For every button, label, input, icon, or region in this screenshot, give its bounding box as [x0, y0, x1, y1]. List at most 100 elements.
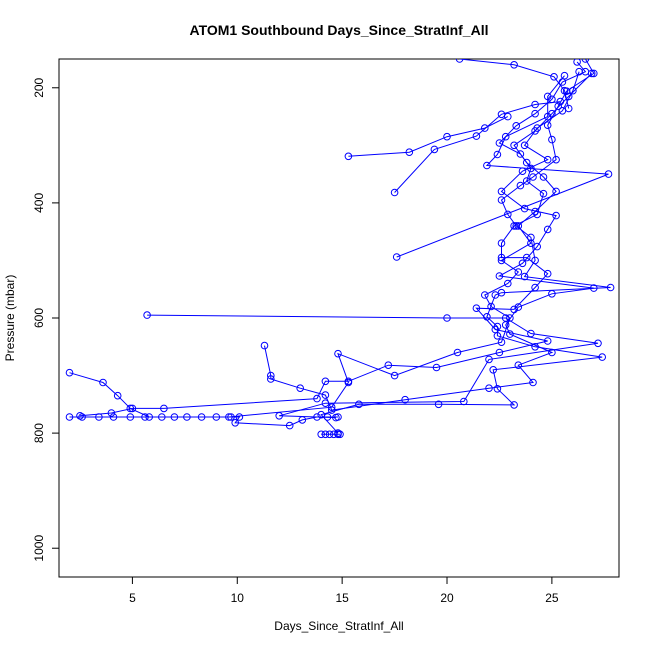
data-point	[275, 412, 284, 420]
data-point	[390, 188, 399, 197]
series-upper-a	[392, 71, 613, 261]
data-point	[453, 348, 462, 357]
data-point	[556, 97, 565, 106]
series-line	[264, 71, 594, 411]
data-point	[514, 268, 523, 276]
plot-area	[65, 59, 615, 439]
data-point	[543, 269, 552, 278]
data-point	[489, 366, 498, 374]
data-point	[481, 124, 489, 132]
data-point	[317, 430, 326, 439]
data-point	[512, 122, 521, 130]
data-point	[543, 155, 552, 164]
data-point	[443, 314, 451, 322]
data-point	[552, 155, 560, 164]
data-point	[434, 400, 443, 409]
data-point	[497, 288, 506, 297]
data-point	[497, 110, 506, 119]
data-point	[317, 410, 326, 419]
data-point	[543, 112, 552, 121]
data-point	[334, 429, 342, 437]
chart-title: ATOM1 Southbound Days_Since_StratInf_All	[190, 22, 489, 38]
y-tick-label: 1000	[32, 535, 46, 562]
data-point	[321, 430, 330, 439]
series-line	[396, 75, 609, 258]
x-tick-label: 5	[129, 591, 136, 605]
data-point	[533, 124, 542, 132]
data-point	[225, 413, 233, 421]
series-line	[79, 61, 587, 417]
data-point	[531, 109, 539, 118]
series-descent-a	[76, 59, 590, 420]
x-axis: 5 10 15 20 25	[129, 577, 559, 605]
data-point	[516, 181, 525, 190]
data-point	[432, 363, 441, 372]
series-line	[320, 59, 611, 434]
data-point	[520, 141, 529, 150]
data-point	[472, 132, 481, 140]
y-axis: 200 400 600 800 1000	[32, 77, 59, 562]
data-point	[495, 272, 504, 280]
data-point	[495, 348, 504, 357]
data-point	[531, 100, 539, 109]
data-point	[539, 173, 548, 181]
data-point	[527, 233, 535, 242]
data-point	[336, 430, 344, 439]
x-tick-label: 15	[335, 591, 349, 605]
data-point	[529, 378, 537, 387]
series-ascent-b	[317, 59, 615, 437]
data-point	[267, 375, 275, 383]
data-point	[504, 112, 512, 121]
data-point	[485, 355, 493, 364]
data-point	[126, 404, 135, 413]
data-point	[321, 391, 330, 399]
data-point	[405, 148, 414, 156]
data-point	[598, 353, 607, 361]
data-point	[527, 329, 535, 338]
data-point	[590, 69, 598, 78]
data-point	[543, 92, 552, 101]
data-point	[543, 225, 552, 234]
data-point	[472, 304, 481, 313]
data-point	[325, 430, 334, 439]
data-point	[520, 272, 529, 281]
data-point	[501, 321, 510, 329]
data-point	[76, 412, 84, 420]
data-point	[594, 339, 602, 348]
data-point	[560, 71, 569, 80]
data-point	[481, 291, 489, 299]
series-upper-b	[455, 59, 573, 113]
x-axis-label: Days_Since_StratInf_All	[274, 619, 403, 633]
data-point	[321, 377, 330, 386]
data-point	[548, 135, 556, 144]
series-line	[69, 416, 338, 427]
data-point	[160, 404, 168, 413]
data-point	[531, 256, 539, 265]
data-point	[501, 132, 510, 141]
series-line	[348, 116, 509, 157]
series-lower-troposphere-b	[317, 430, 344, 439]
data-point	[518, 259, 527, 268]
data-point	[430, 145, 439, 154]
series-mid-d	[390, 97, 565, 197]
series-mid-c	[344, 112, 512, 161]
data-point	[560, 86, 569, 95]
data-point	[483, 313, 491, 321]
data-point	[514, 303, 523, 311]
data-point	[512, 222, 521, 230]
data-point	[529, 173, 537, 181]
data-point	[334, 349, 342, 358]
series-line	[459, 59, 570, 109]
data-point	[497, 338, 506, 347]
data-point	[497, 239, 506, 247]
data-point	[497, 187, 506, 196]
data-point	[267, 371, 275, 380]
y-tick-label: 600	[32, 308, 46, 328]
data-point	[485, 384, 493, 393]
data-point	[539, 189, 548, 198]
series-line	[69, 73, 593, 418]
data-point	[128, 404, 137, 413]
data-point	[575, 67, 583, 76]
data-point	[65, 413, 74, 421]
